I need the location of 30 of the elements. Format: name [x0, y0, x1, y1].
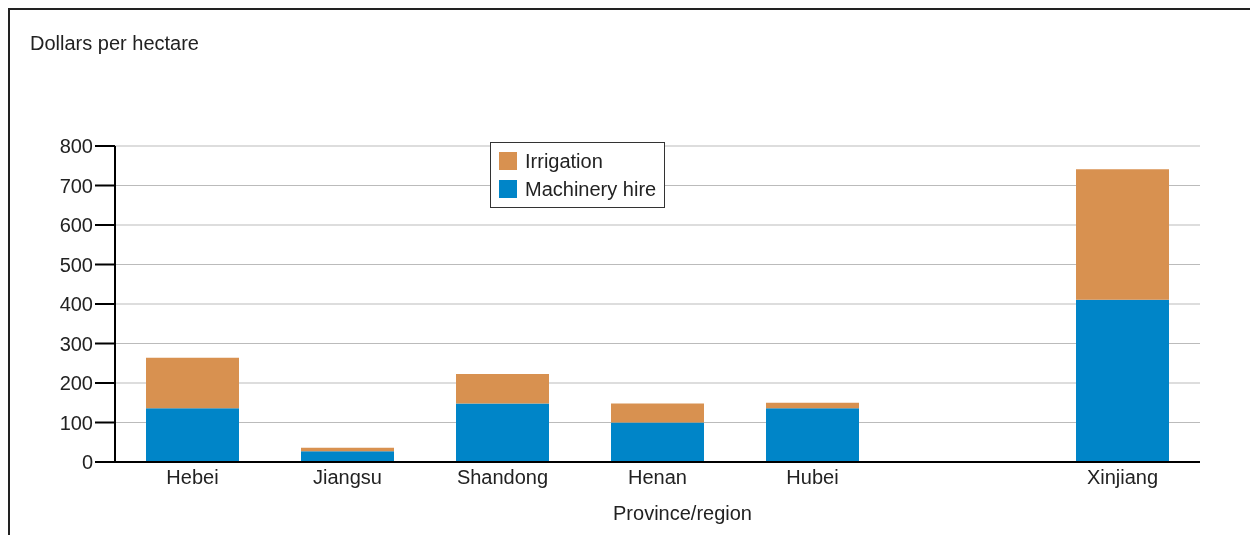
y-tick-label: 100 — [59, 411, 93, 434]
bar — [146, 357, 239, 409]
bar — [766, 408, 859, 462]
bar — [611, 403, 704, 423]
legend-label: Irrigation — [525, 149, 603, 173]
bar — [146, 408, 239, 462]
y-tick-label: 0 — [81, 451, 93, 474]
y-tick-label: 300 — [59, 332, 93, 355]
bar — [456, 403, 549, 462]
x-tick-label: Henan — [628, 466, 687, 489]
y-tick-label: 400 — [59, 293, 93, 316]
y-tick-label: 200 — [59, 372, 93, 395]
bar — [1076, 169, 1169, 300]
x-tick-label: Jiangsu — [313, 466, 382, 489]
bar — [1076, 299, 1169, 462]
y-tick-label: 500 — [59, 253, 93, 276]
bar — [611, 422, 704, 462]
bar — [456, 373, 549, 404]
bar — [766, 402, 859, 409]
x-tick-label: Hebei — [166, 466, 219, 489]
x-axis-title: Province/region — [612, 502, 753, 525]
y-axis-title: Dollars per hectare — [29, 31, 200, 56]
y-tick-label: 600 — [59, 214, 93, 237]
x-tick-label: Xinjiang — [1086, 466, 1159, 489]
legend-label: Machinery hire — [525, 177, 657, 201]
x-tick-label: Shandong — [456, 466, 549, 489]
y-tick-label: 800 — [59, 135, 93, 158]
x-tick-label: Hubei — [786, 466, 839, 489]
y-tick-label: 700 — [59, 174, 93, 197]
bar — [301, 451, 394, 462]
